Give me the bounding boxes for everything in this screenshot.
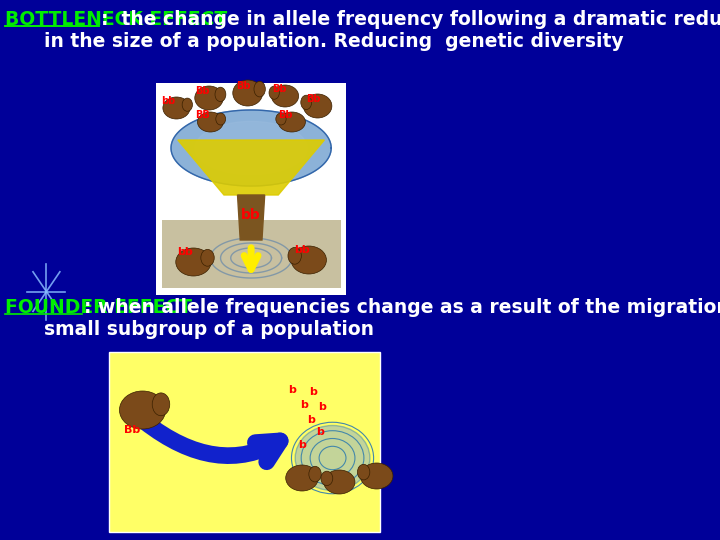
Text: bb: bb (294, 245, 310, 255)
Text: FOUNDER EFFECT: FOUNDER EFFECT (6, 298, 192, 317)
Text: b: b (307, 415, 315, 425)
Ellipse shape (271, 85, 299, 107)
Ellipse shape (201, 249, 215, 266)
Text: Bb: Bb (278, 110, 292, 120)
Ellipse shape (216, 113, 225, 125)
Ellipse shape (291, 246, 326, 274)
Text: Bb: Bb (125, 425, 140, 435)
Ellipse shape (303, 94, 332, 118)
Text: b: b (298, 440, 306, 450)
Polygon shape (171, 110, 331, 186)
Ellipse shape (295, 426, 370, 490)
Ellipse shape (163, 97, 190, 119)
Ellipse shape (176, 248, 211, 276)
Ellipse shape (301, 95, 312, 110)
Ellipse shape (321, 471, 333, 485)
Text: :  the change in allele frequency following a dramatic reduction: : the change in allele frequency followi… (101, 10, 720, 29)
Text: in the size of a population. Reducing  genetic diversity: in the size of a population. Reducing ge… (6, 32, 624, 51)
Ellipse shape (152, 393, 170, 416)
Ellipse shape (361, 463, 393, 489)
Text: b: b (316, 427, 324, 437)
Ellipse shape (120, 391, 166, 429)
Text: BOTTLENECK EFFECT: BOTTLENECK EFFECT (6, 10, 228, 29)
Ellipse shape (269, 86, 279, 99)
Bar (109, 352, 380, 532)
Text: BB: BB (195, 110, 210, 120)
Text: small subgroup of a population: small subgroup of a population (6, 320, 374, 339)
Text: bb: bb (241, 208, 261, 222)
Text: bb: bb (161, 96, 176, 106)
Ellipse shape (286, 465, 318, 491)
Ellipse shape (215, 87, 226, 102)
Polygon shape (178, 140, 325, 195)
Text: b: b (318, 402, 326, 412)
Ellipse shape (324, 470, 355, 494)
Ellipse shape (195, 86, 223, 110)
Ellipse shape (254, 82, 266, 97)
Text: b: b (300, 400, 308, 410)
Ellipse shape (309, 467, 321, 482)
Bar (156, 83, 346, 295)
Ellipse shape (197, 112, 223, 132)
Text: bb: bb (176, 247, 192, 257)
Ellipse shape (276, 113, 286, 125)
Text: Bb: Bb (195, 86, 210, 96)
Text: : when allele frequencies change as a result of the migration of a: : when allele frequencies change as a re… (84, 298, 720, 317)
Ellipse shape (233, 80, 263, 106)
Text: b: b (288, 385, 296, 395)
Polygon shape (195, 122, 307, 174)
Text: b: b (310, 387, 318, 397)
Polygon shape (238, 195, 265, 240)
Ellipse shape (182, 98, 192, 111)
Ellipse shape (357, 464, 370, 480)
Text: Bb: Bb (235, 81, 251, 91)
Ellipse shape (278, 112, 305, 132)
Text: Bb: Bb (272, 84, 287, 94)
Ellipse shape (288, 247, 302, 264)
Bar (161, 220, 341, 288)
Text: Bb: Bb (306, 94, 321, 104)
